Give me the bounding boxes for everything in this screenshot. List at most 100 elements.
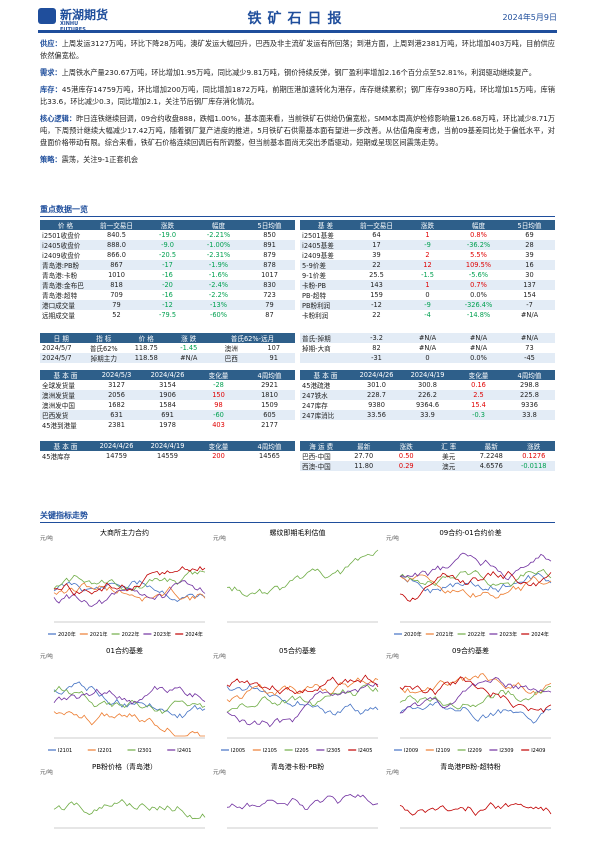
cell: -0.0118 [512,461,555,471]
chart: PB粉价格（青岛港） 元/吨 [40,762,206,829]
cell: 226.2 [402,390,453,400]
cell: -19.0 [158,231,177,239]
chart-title: 青岛港卡粉-PB粉 [271,762,325,771]
paragraph: 核心逻辑：昨日连铁继续回调，09合约收盘888，跌幅1.00%，基本面来看，当前… [40,113,555,149]
cell: 普氏-掉期 [300,333,351,343]
chart-unit: 元/吨 [213,768,226,776]
cell: -14.8% [466,311,491,319]
cell: i2409收盘价 [42,252,81,260]
header-row: 基 本 面 2024/4/26 2024/4/19 变化量 4周均值 [40,441,295,451]
cell: -326.4% [453,300,504,310]
cell: -16 [162,291,173,299]
cell: 16 [504,260,555,270]
port-table: 基 本 面 2024/4/26 2024/4/19 变化量 4周均值 45港库存 14759… [40,441,295,461]
cell: 0.1276 [522,452,546,460]
label: 策略： [40,155,62,164]
row: i2501收盘价 840.5 -19.0 -2.21% 850 [40,230,295,240]
cell: 723 [263,291,276,299]
cell: 全球发货量 [42,382,75,390]
row: 普氏-掉期 -3.2 #N/A #N/A #N/A [300,333,555,343]
cell: 卡粉利润 [302,312,329,320]
header-cell: 基 本 面 [300,370,351,380]
section-title: 重点数据一览 [40,204,555,217]
cell: -4 [424,311,431,319]
freight-table: 海 运 费最新 涨跌汇 率最新 涨跌 巴西-中国 27.70 0.50 美元 7.2248 0.… [300,441,555,471]
cell: -1.5 [421,271,434,279]
cell: 298.8 [520,381,539,389]
row: -31 0 0.0% -45 [300,353,555,363]
cell: 2024/5/7 [42,344,72,352]
cell: 830 [244,280,295,290]
row: 青岛港:超特 709 -16 -2.2% 723 [40,290,295,300]
row: 5-9价差 22 12 109.5% 16 [300,260,555,270]
cell: -9 [402,240,453,250]
legend-label: I2005 [231,748,245,754]
header-cell: 2024/5/3 [91,370,142,380]
row: 45港到港量 2381 1978 403 2177 [40,420,295,430]
cell: -28 [213,381,224,389]
header-row: 基 本 面 2024/5/3 2024/4/26 变化量 4周均值 [40,370,295,380]
cell: 247库存 [302,402,328,410]
chart-title: 09合约基差 [452,646,489,655]
cell: 2.5 [453,390,504,400]
header-cell: 基 差 [300,220,351,230]
header-cell: 指 标 [82,333,125,343]
header-cell: 涨 跌 [167,333,210,343]
cell: 17 [351,240,402,250]
cell: 14559 [157,452,178,460]
legend-label: I2009 [404,748,418,754]
decorative-line [399,676,552,713]
cell: 卡粉-PB [300,280,351,290]
header-row: 价 格前一交易日 涨跌 幅度 5日均值 [40,220,295,230]
decorative-line [226,794,379,810]
cell: 118.75 [134,344,158,352]
cell: 79 [91,300,142,310]
cell: 青岛港:PB粉 [40,260,91,270]
cell: 9364.6 [415,401,440,409]
legend-label: I2301 [138,748,152,754]
cell: 1810 [244,390,295,400]
label: 供应： [40,39,62,48]
cell: 2921 [261,381,278,389]
cell: 9380 [368,401,385,409]
cell: 2177 [261,421,278,429]
legend-label: 2021年 [436,631,454,638]
legend-label: I2401 [177,748,191,754]
chart-unit: 元/吨 [213,534,226,542]
cell: 87 [265,311,274,319]
cell: 2056 [91,390,142,400]
cell: i2405收盘价 [40,240,91,250]
row: 2024/5/7 普氏62% 118.75 -1.45 澳洲 107 [40,343,295,353]
cell: PB粉利润 [300,300,351,310]
row: 卡粉-PB 143 1 0.7% 137 [300,280,555,290]
row: 澳洲发货量 2056 1906 150 1810 [40,390,295,400]
legend-label: 2023年 [499,631,517,638]
cell: 27.70 [354,452,374,460]
row: i2409基差 39 2 5.5% 39 [300,250,555,260]
cell: 9-1价差 [302,272,326,280]
cell: -9.0 [142,240,193,250]
cell: 709 [110,291,123,299]
cell: 1682 [108,401,125,409]
cell: PB-超特 [302,292,327,300]
cell: 西澳-中国 [300,461,343,471]
cell: 143 [351,280,402,290]
cell: 青岛港:卡粉 [42,272,78,280]
cell: 2381 [108,421,125,429]
row: 卡粉利润 22 -4 -14.8% #N/A [300,310,555,320]
cell: 1010 [108,271,125,279]
decorative-line [53,681,206,719]
paragraphs: 供应：上周发运3127万吨，环比下降28万吨，澳矿发运大幅回升，巴西及非主流矿发… [40,38,555,171]
cell: 247库消比 [300,410,351,420]
cell: -1.00% [193,240,244,250]
cell: -2.2% [208,291,229,299]
cell: -31 [351,353,402,363]
header-cell: 4周均值 [244,441,295,451]
cell: 美元 [442,453,456,461]
cell: 2 [425,251,430,259]
cell: #N/A [167,353,210,363]
cell: 200 [212,452,225,460]
